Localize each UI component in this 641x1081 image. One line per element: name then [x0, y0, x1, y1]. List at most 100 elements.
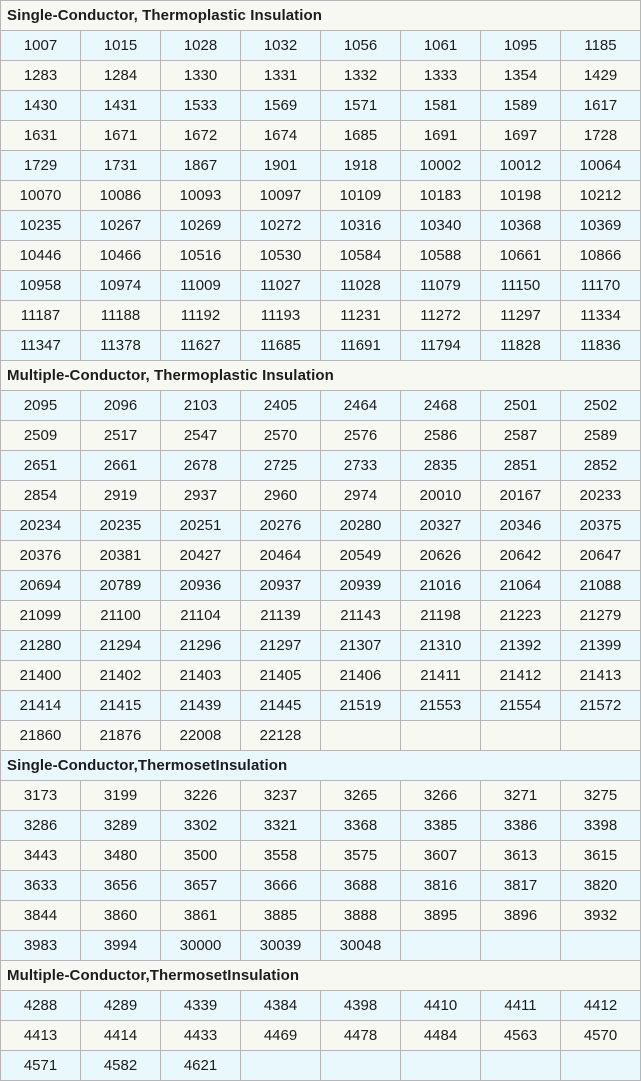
table-cell: 3983	[0, 930, 81, 961]
table-cell: 20234	[0, 510, 81, 541]
table-cell: 11297	[480, 300, 561, 331]
table-cell: 10269	[160, 210, 241, 241]
table-cell: 4478	[320, 1020, 401, 1051]
table-cell: 4570	[560, 1020, 641, 1051]
table-cell: 20549	[320, 540, 401, 571]
table-cell: 1867	[160, 150, 241, 181]
table-row: 21099 21100 21104 21139 21143 21198 21223 21279	[0, 600, 641, 631]
table-cell: 11009	[160, 270, 241, 301]
table-cell: 2405	[240, 390, 321, 421]
table-cell: 21143	[320, 600, 401, 631]
table-cell: 21280	[0, 630, 81, 661]
table-cell: 20327	[400, 510, 481, 541]
table-cell: 11150	[480, 270, 561, 301]
table-cell: 21553	[400, 690, 481, 721]
table-cell: 11836	[560, 330, 641, 361]
table-cell: 10093	[160, 180, 241, 211]
table-cell: 1284	[80, 60, 161, 91]
table-cell: 10974	[80, 270, 161, 301]
table-cell: 2502	[560, 390, 641, 421]
table-cell: 3385	[400, 810, 481, 841]
table-cell: 2678	[160, 450, 241, 481]
table-cell: 10002	[400, 150, 481, 181]
table-cell: 1095	[480, 30, 561, 61]
table-cell: 20251	[160, 510, 241, 541]
table-cell: 3286	[0, 810, 81, 841]
table-row: 2095 2096 2103 2405 2464 2468 2501 2502	[0, 390, 641, 421]
table-cell: 1429	[560, 60, 641, 91]
table-cell: 1028	[160, 30, 241, 61]
table-cell: 3500	[160, 840, 241, 871]
table-row: 11187 11188 11192 11193 11231 11272 11297 11334	[0, 300, 641, 331]
table-cell: 4411	[480, 990, 561, 1021]
table-cell: 21016	[400, 570, 481, 601]
table-cell: 2570	[240, 420, 321, 451]
table-cell: 1061	[400, 30, 481, 61]
table-cell: 2509	[0, 420, 81, 451]
table-cell: 1729	[0, 150, 81, 181]
table-row: 21414 21415 21439 21445 21519 21553 21554 21572	[0, 690, 641, 721]
table-cell: 1691	[400, 120, 481, 151]
table-cell: 21223	[480, 600, 561, 631]
table-cell: 10316	[320, 210, 401, 241]
table-cell: 4410	[400, 990, 481, 1021]
table-row: 1283 1284 1330 1331 1332 1333 1354 1429	[0, 60, 641, 91]
table-cell: 1007	[0, 30, 81, 61]
table-cell: 22008	[160, 720, 241, 751]
table-cell	[560, 1050, 641, 1081]
table-cell: 20626	[400, 540, 481, 571]
table-cell: 21104	[160, 600, 241, 631]
table-cell: 30048	[320, 930, 401, 961]
table-row: 3633 3656 3657 3666 3688 3816 3817 3820	[0, 870, 641, 901]
table-cell: 20167	[480, 480, 561, 511]
table-cell: 1918	[320, 150, 401, 181]
table-cell: 20647	[560, 540, 641, 571]
table-cell: 2096	[80, 390, 161, 421]
table-cell: 11231	[320, 300, 401, 331]
table-row: 11347 11378 11627 11685 11691 11794 11828 11836	[0, 330, 641, 361]
table-cell: 4433	[160, 1020, 241, 1051]
table-cell: 3607	[400, 840, 481, 871]
table-cell: 2854	[0, 480, 81, 511]
table-cell: 1330	[160, 60, 241, 91]
table-cell: 11028	[320, 270, 401, 301]
table-cell: 3173	[0, 780, 81, 811]
table-cell: 2919	[80, 480, 161, 511]
table-cell: 21415	[80, 690, 161, 721]
table-cell: 10368	[480, 210, 561, 241]
table-cell: 3275	[560, 780, 641, 811]
table-cell: 21402	[80, 660, 161, 691]
table-cell: 3656	[80, 870, 161, 901]
table-row: 10958 10974 11009 11027 11028 11079 11150 11170	[0, 270, 641, 301]
table-cell: 20694	[0, 570, 81, 601]
table-cell: 4484	[400, 1020, 481, 1051]
table-cell: 2651	[0, 450, 81, 481]
table-row: 21860 21876 22008 22128	[0, 720, 641, 751]
table-cell: 20427	[160, 540, 241, 571]
table-cell: 2960	[240, 480, 321, 511]
section-header-row: Multiple-Conductor, Thermoplastic Insula…	[0, 360, 641, 391]
table-cell: 3844	[0, 900, 81, 931]
table-cell: 11188	[80, 300, 161, 331]
table-cell: 3302	[160, 810, 241, 841]
table-cell	[320, 1050, 401, 1081]
table-cell: 2589	[560, 420, 641, 451]
table-cell: 21554	[480, 690, 561, 721]
table-cell: 1015	[80, 30, 161, 61]
table-cell: 1332	[320, 60, 401, 91]
table-cell: 20235	[80, 510, 161, 541]
table-cell: 21411	[400, 660, 481, 691]
table-cell: 20276	[240, 510, 321, 541]
table-cell: 3657	[160, 870, 241, 901]
table-cell: 2103	[160, 390, 241, 421]
table-cell: 11347	[0, 330, 81, 361]
table-cell: 3558	[240, 840, 321, 871]
table-cell	[400, 720, 481, 751]
table-cell: 20346	[480, 510, 561, 541]
table-cell: 4339	[160, 990, 241, 1021]
table-cell: 10466	[80, 240, 161, 271]
table-cell: 21400	[0, 660, 81, 691]
table-cell: 4384	[240, 990, 321, 1021]
table-cell: 21445	[240, 690, 321, 721]
